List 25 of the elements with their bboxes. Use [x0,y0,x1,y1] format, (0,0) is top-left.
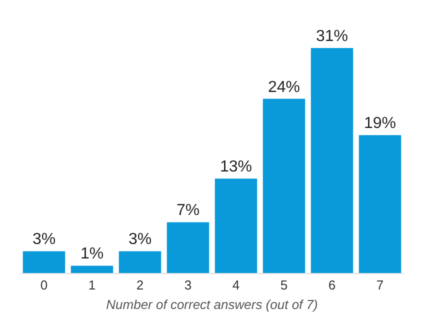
bar [214,178,258,273]
bar [358,135,402,273]
data-label: 1% [80,246,104,263]
x-tick-label: 6 [328,278,336,293]
x-tick-label: 3 [184,278,192,293]
data-label: 3% [128,231,152,248]
bar [166,222,210,273]
bar [118,251,162,273]
x-tick-label: 2 [136,278,144,293]
data-label: 7% [176,202,200,220]
x-axis-title: Number of correct answers (out of 7) [106,297,318,312]
bar [310,48,354,273]
data-label: 3% [32,231,56,248]
x-tick-label: 1 [88,278,96,293]
bar [70,266,114,273]
x-tick-label: 7 [376,278,384,293]
x-tick-label: 5 [280,278,288,293]
data-label: 19% [364,115,396,132]
data-label: 24% [268,78,300,96]
data-label: 31% [316,28,348,45]
bar [262,98,306,273]
x-tick-label: 4 [232,278,240,293]
x-tick-label: 0 [40,278,48,293]
data-label: 13% [220,158,252,176]
bar [22,251,66,273]
